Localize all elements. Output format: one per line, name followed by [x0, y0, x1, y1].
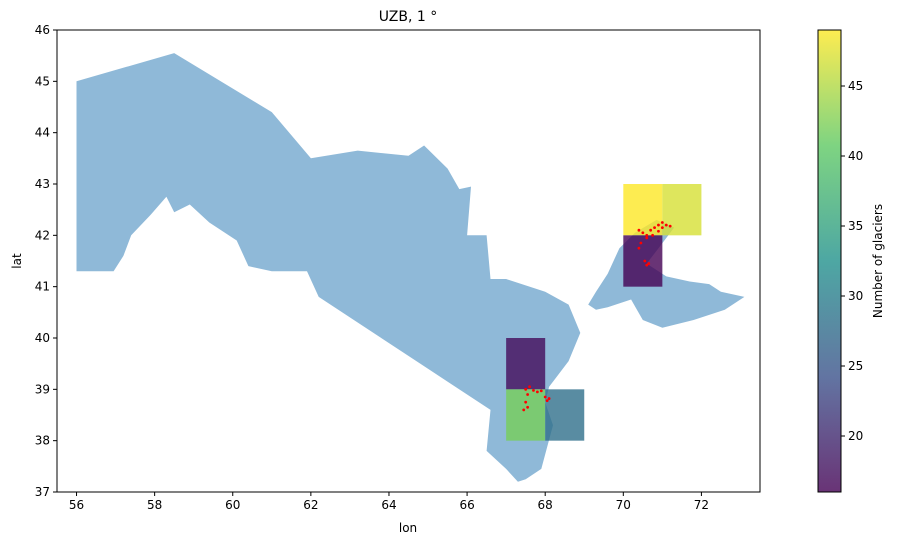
grid-cell — [506, 389, 546, 441]
y-tick-label: 45 — [35, 74, 50, 88]
grid-cell — [623, 184, 663, 236]
grid-cells — [506, 184, 702, 441]
y-tick-label: 42 — [35, 228, 50, 242]
y-tick-label: 39 — [35, 382, 50, 396]
glacier-marker — [668, 224, 672, 228]
glacier-marker — [526, 405, 530, 409]
glacier-marker — [664, 223, 668, 227]
colorbar-tick-label: 20 — [848, 429, 863, 443]
glacier-marker — [545, 399, 549, 403]
glacier-marker — [637, 228, 641, 232]
glacier-markers — [522, 221, 672, 412]
glacier-marker — [647, 262, 651, 265]
glacier-marker — [641, 231, 645, 235]
plot-frame — [56, 29, 761, 493]
colorbar-tick-label: 45 — [848, 79, 863, 93]
colorbar-frame — [817, 29, 842, 493]
colorbar-label: Number of glaciers — [871, 204, 885, 318]
glacier-marker — [653, 226, 656, 230]
glacier-marker — [526, 393, 530, 396]
grid-cell — [506, 338, 546, 390]
glacier-marker — [547, 397, 551, 400]
grid-cell — [662, 184, 702, 236]
colorbar-tick-label: 40 — [848, 149, 863, 163]
chart-title: UZB, 1 ° — [379, 9, 437, 25]
country-shape — [76, 53, 581, 482]
glacier-marker — [543, 395, 547, 399]
x-tick-label: 62 — [303, 498, 318, 512]
glacier-marker — [639, 241, 643, 245]
y-tick-label: 44 — [35, 126, 50, 140]
y-tick-label: 40 — [35, 331, 50, 345]
grid-cell — [623, 235, 663, 287]
glacier-marker — [645, 236, 649, 240]
colorbar — [818, 30, 841, 492]
x-tick-label: 64 — [381, 498, 396, 512]
colorbar-tick-label: 30 — [848, 289, 863, 303]
colorbar-ticks: 20 25 30 35 40 45 — [841, 79, 863, 443]
glacier-marker — [524, 400, 528, 404]
x-tick-label: 60 — [225, 498, 240, 512]
glacier-marker — [637, 246, 641, 250]
x-tick-label: 68 — [538, 498, 553, 512]
glacier-marker — [522, 408, 526, 412]
glacier-marker — [532, 388, 535, 392]
glacier-marker — [645, 263, 649, 267]
y-tick-label: 38 — [35, 434, 50, 448]
x-axis-ticks: 56 58 60 62 64 66 68 70 72 — [69, 492, 709, 512]
y-tick-label: 41 — [35, 280, 50, 294]
y-tick-label: 43 — [35, 177, 50, 191]
x-tick-label: 72 — [694, 498, 709, 512]
y-tick-label: 37 — [35, 485, 50, 499]
y-axis-label: lat — [10, 253, 24, 269]
x-axis-label: lon — [399, 521, 417, 535]
glacier-marker — [539, 389, 543, 393]
glacier-marker — [651, 233, 654, 237]
x-tick-label: 58 — [147, 498, 162, 512]
colorbar-tick-label: 35 — [848, 219, 863, 233]
glacier-marker — [643, 259, 647, 263]
glacier-marker — [657, 223, 660, 227]
x-tick-label: 66 — [459, 498, 474, 512]
glacier-marker — [528, 385, 531, 389]
glacier-marker — [657, 229, 660, 233]
x-tick-label: 56 — [69, 498, 84, 512]
glacier-marker — [645, 233, 649, 237]
colorbar-tick-label: 25 — [848, 359, 863, 373]
y-tick-label: 46 — [35, 23, 50, 37]
y-axis-ticks: 37 38 39 40 41 42 43 44 45 46 — [35, 23, 57, 499]
glacier-marker — [660, 226, 664, 230]
glacier-marker — [524, 387, 528, 391]
glacier-marker — [660, 221, 664, 224]
grid-cell — [545, 389, 585, 441]
glacier-marker — [649, 228, 653, 232]
country-shape-ferghana — [588, 219, 745, 328]
x-tick-label: 70 — [616, 498, 631, 512]
glacier-marker — [535, 390, 539, 394]
